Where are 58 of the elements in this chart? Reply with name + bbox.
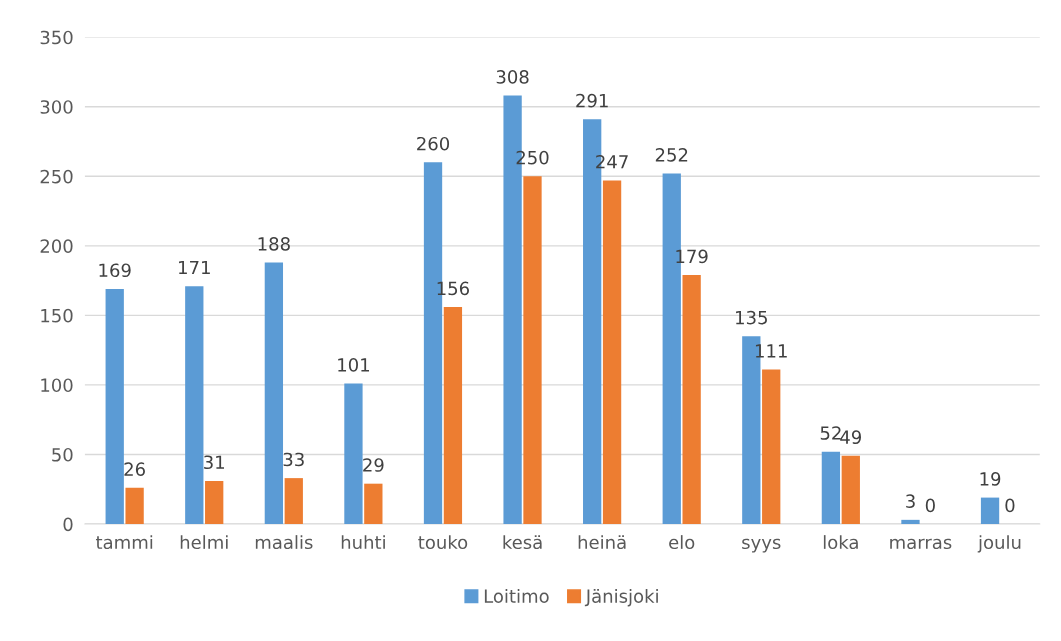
data-label: 29 xyxy=(363,458,384,472)
data-label: 19 xyxy=(980,472,1001,486)
y-tick-label: 350 xyxy=(40,30,73,45)
data-label: 52 xyxy=(820,426,841,440)
x-tick-label: maalis xyxy=(255,535,313,550)
data-label: 3 xyxy=(906,494,915,509)
x-tick-label: tammi xyxy=(95,535,153,550)
bar xyxy=(523,176,542,525)
data-label: 171 xyxy=(179,260,210,275)
x-tick-label: marras xyxy=(890,538,952,550)
x-tick-label: loka xyxy=(823,535,858,550)
data-label: 26 xyxy=(124,462,145,477)
x-tick-label: elo xyxy=(669,535,695,550)
bar xyxy=(901,519,920,525)
bar xyxy=(264,262,284,525)
x-tick-label: helmi xyxy=(180,535,228,550)
legend-label: Jänisjoki xyxy=(584,588,658,607)
y-tick-label: 300 xyxy=(40,100,73,114)
data-label: 308 xyxy=(496,70,529,84)
bar xyxy=(364,483,383,525)
bar xyxy=(841,455,860,525)
data-label: 291 xyxy=(576,93,608,108)
bar xyxy=(682,275,701,525)
bar xyxy=(980,497,1000,525)
bar xyxy=(125,487,144,525)
y-tick-label: 200 xyxy=(40,239,73,253)
data-label: 260 xyxy=(417,136,450,151)
y-tick-label: 250 xyxy=(40,169,73,184)
x-tick-label: joulu xyxy=(977,535,1021,553)
x-tick-label: syys xyxy=(742,538,781,553)
y-tick-label: 100 xyxy=(41,378,73,393)
data-label: 252 xyxy=(655,148,688,162)
bar xyxy=(105,288,124,525)
y-tick-label: 150 xyxy=(41,308,73,323)
data-label: 101 xyxy=(338,358,370,372)
bar xyxy=(443,307,463,525)
bar xyxy=(284,478,303,525)
data-label: 169 xyxy=(99,263,131,278)
bar xyxy=(602,180,622,525)
data-label: 49 xyxy=(840,430,862,445)
bar xyxy=(344,383,363,525)
data-label: 188 xyxy=(258,237,290,251)
y-tick-label: 50 xyxy=(52,447,73,462)
x-tick-label: kesä xyxy=(503,535,542,550)
data-label: 31 xyxy=(204,455,225,470)
bar xyxy=(762,369,781,525)
bar xyxy=(205,480,224,525)
data-label: 135 xyxy=(736,310,767,325)
data-label: 0 xyxy=(925,498,935,513)
legend-label: Loitimo xyxy=(484,588,549,603)
data-label: 0 xyxy=(1005,498,1015,513)
data-label: 33 xyxy=(283,452,304,467)
x-tick-label: heinä xyxy=(578,535,626,550)
bar xyxy=(185,286,204,525)
bar xyxy=(821,451,841,525)
x-tick-label: touko xyxy=(418,535,468,550)
y-tick-label: 0 xyxy=(63,517,73,532)
x-tick-label: huhti xyxy=(341,535,385,550)
